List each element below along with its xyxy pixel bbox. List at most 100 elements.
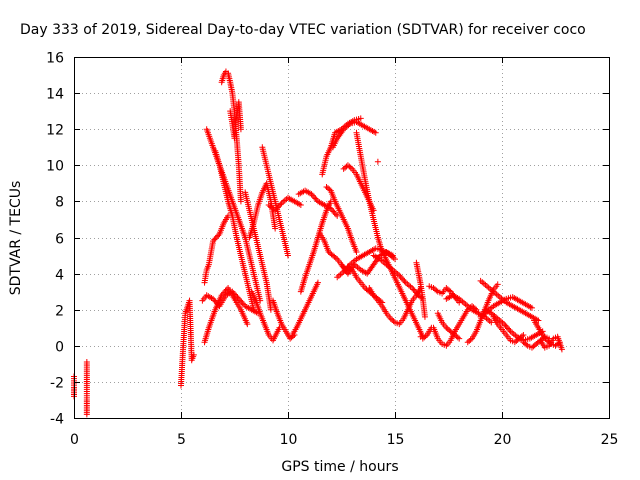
y-axis-label: SDTVAR / TECUs <box>8 181 24 296</box>
data-point <box>272 207 279 214</box>
data-point <box>398 275 405 282</box>
data-point <box>414 290 421 297</box>
data-point <box>277 201 284 208</box>
data-point <box>518 333 525 340</box>
data-point <box>343 265 350 272</box>
data-point <box>213 300 220 307</box>
x-tick-label: 20 <box>494 432 512 448</box>
data-point <box>235 295 242 302</box>
data-point <box>332 211 339 218</box>
series-arc-c7 <box>201 212 232 286</box>
y-tick-label: 10 <box>46 159 64 175</box>
data-point <box>409 285 416 292</box>
series-arc-e5 <box>323 183 360 255</box>
data-point <box>250 306 257 313</box>
data-point <box>506 326 513 333</box>
data-point <box>546 335 553 342</box>
data-point <box>210 295 217 302</box>
series-arc-d4 <box>265 194 304 214</box>
series-arc-d3 <box>259 144 291 259</box>
x-tick-label: 15 <box>387 432 405 448</box>
data-point <box>520 331 527 338</box>
data-point <box>215 232 222 239</box>
data-point <box>274 204 281 211</box>
data-point <box>422 333 429 340</box>
y-tick-label: 2 <box>55 304 64 320</box>
data-point <box>502 322 509 329</box>
data-point <box>340 268 347 275</box>
data-point <box>504 325 511 332</box>
data-point <box>488 319 495 326</box>
data-point <box>327 205 334 212</box>
data-point <box>213 233 220 240</box>
data-point <box>238 298 245 305</box>
data-point <box>421 313 428 320</box>
data-point <box>401 278 408 285</box>
data-point <box>331 209 338 216</box>
data-point <box>392 256 398 263</box>
data-point <box>231 291 238 298</box>
series-arc-f4 <box>340 162 377 214</box>
data-point <box>212 298 219 305</box>
data-point <box>446 287 453 294</box>
data-point <box>273 205 280 212</box>
x-tick-label: 10 <box>280 432 298 448</box>
data-point <box>244 321 251 328</box>
data-point <box>329 207 336 214</box>
data-point <box>558 346 565 353</box>
y-tick-label: -2 <box>50 376 64 392</box>
data-point <box>341 267 348 274</box>
series-arc-f7 <box>334 245 398 281</box>
data-point <box>332 254 339 261</box>
data-point <box>344 264 351 271</box>
grid-layer <box>74 57 609 418</box>
series-arc-f2 <box>329 118 379 151</box>
data-point <box>311 194 318 201</box>
data-point <box>237 297 244 304</box>
series-arc-i5 <box>490 313 527 346</box>
data-point <box>326 186 333 193</box>
series-arc-e3 <box>295 187 341 219</box>
series-arc-h2 <box>426 283 463 306</box>
data-point <box>237 126 244 133</box>
data-point <box>230 290 237 297</box>
tick-layer: 0 5 10 15 20 25 -4 -2 0 2 4 6 8 10 12 14 16 <box>46 51 618 449</box>
data-point <box>309 192 316 199</box>
data-point <box>433 287 440 294</box>
data-point <box>211 297 218 304</box>
data-point <box>239 300 246 307</box>
data-point <box>454 334 461 341</box>
series-arc-g1 <box>366 285 424 328</box>
data-point <box>308 191 315 198</box>
data-point <box>190 351 197 358</box>
series-arc-h1 <box>417 324 435 342</box>
data-point <box>467 336 474 343</box>
data-point <box>237 198 244 205</box>
y-tick-label: 14 <box>46 87 64 103</box>
data-point <box>357 115 364 122</box>
data-point <box>347 164 354 171</box>
series-arc-g4 <box>413 259 428 320</box>
x-tick-label: 5 <box>177 432 186 448</box>
data-point <box>412 289 419 296</box>
series-arc-i2 <box>477 277 542 324</box>
data-point <box>234 294 241 301</box>
series-arc-g3 <box>381 252 426 340</box>
data-point <box>400 276 407 283</box>
series-arc-i4 <box>477 294 535 320</box>
y-tick-label: 4 <box>55 268 64 284</box>
data-point <box>390 318 397 325</box>
data-point <box>229 288 236 295</box>
series-arc-f3 <box>353 129 386 255</box>
y-tick-label: -4 <box>50 412 64 428</box>
data-point <box>297 202 304 209</box>
data-point <box>83 411 90 418</box>
series-arc-c4 <box>212 147 257 313</box>
data-point <box>219 290 226 297</box>
data-point <box>374 158 381 165</box>
data-point <box>314 279 321 286</box>
x-tick-label: 25 <box>601 432 619 448</box>
series-arc-e1 <box>289 279 321 338</box>
data-point <box>267 306 274 313</box>
data-point <box>411 287 418 294</box>
